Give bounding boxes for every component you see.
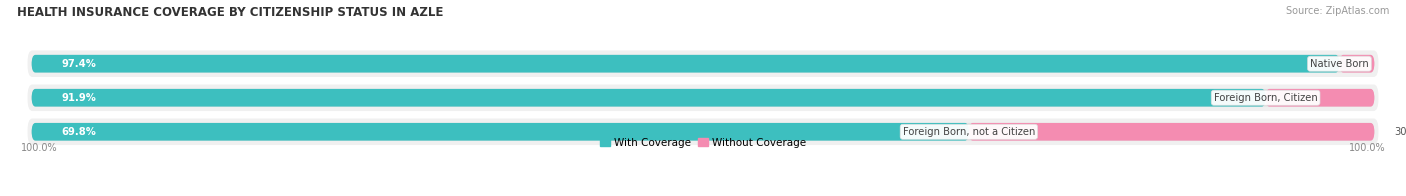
FancyBboxPatch shape — [31, 89, 1265, 107]
Text: 100.0%: 100.0% — [1348, 143, 1385, 153]
Text: Native Born: Native Born — [1310, 59, 1369, 69]
Text: 69.8%: 69.8% — [62, 127, 96, 137]
Text: 100.0%: 100.0% — [21, 143, 58, 153]
Text: 97.4%: 97.4% — [62, 59, 96, 69]
Legend: With Coverage, Without Coverage: With Coverage, Without Coverage — [598, 136, 808, 150]
Text: Foreign Born, Citizen: Foreign Born, Citizen — [1213, 93, 1317, 103]
FancyBboxPatch shape — [31, 55, 1340, 73]
Text: HEALTH INSURANCE COVERAGE BY CITIZENSHIP STATUS IN AZLE: HEALTH INSURANCE COVERAGE BY CITIZENSHIP… — [17, 6, 443, 19]
FancyBboxPatch shape — [31, 123, 969, 141]
FancyBboxPatch shape — [31, 55, 1375, 73]
FancyBboxPatch shape — [28, 119, 1378, 145]
FancyBboxPatch shape — [1265, 89, 1375, 107]
Text: Source: ZipAtlas.com: Source: ZipAtlas.com — [1285, 6, 1389, 16]
Text: 30.2%: 30.2% — [1395, 127, 1406, 137]
FancyBboxPatch shape — [31, 123, 1375, 141]
Text: Foreign Born, not a Citizen: Foreign Born, not a Citizen — [903, 127, 1035, 137]
FancyBboxPatch shape — [28, 84, 1378, 111]
FancyBboxPatch shape — [31, 89, 1375, 107]
FancyBboxPatch shape — [1340, 55, 1375, 73]
FancyBboxPatch shape — [969, 123, 1375, 141]
FancyBboxPatch shape — [28, 50, 1378, 77]
Text: 91.9%: 91.9% — [62, 93, 96, 103]
